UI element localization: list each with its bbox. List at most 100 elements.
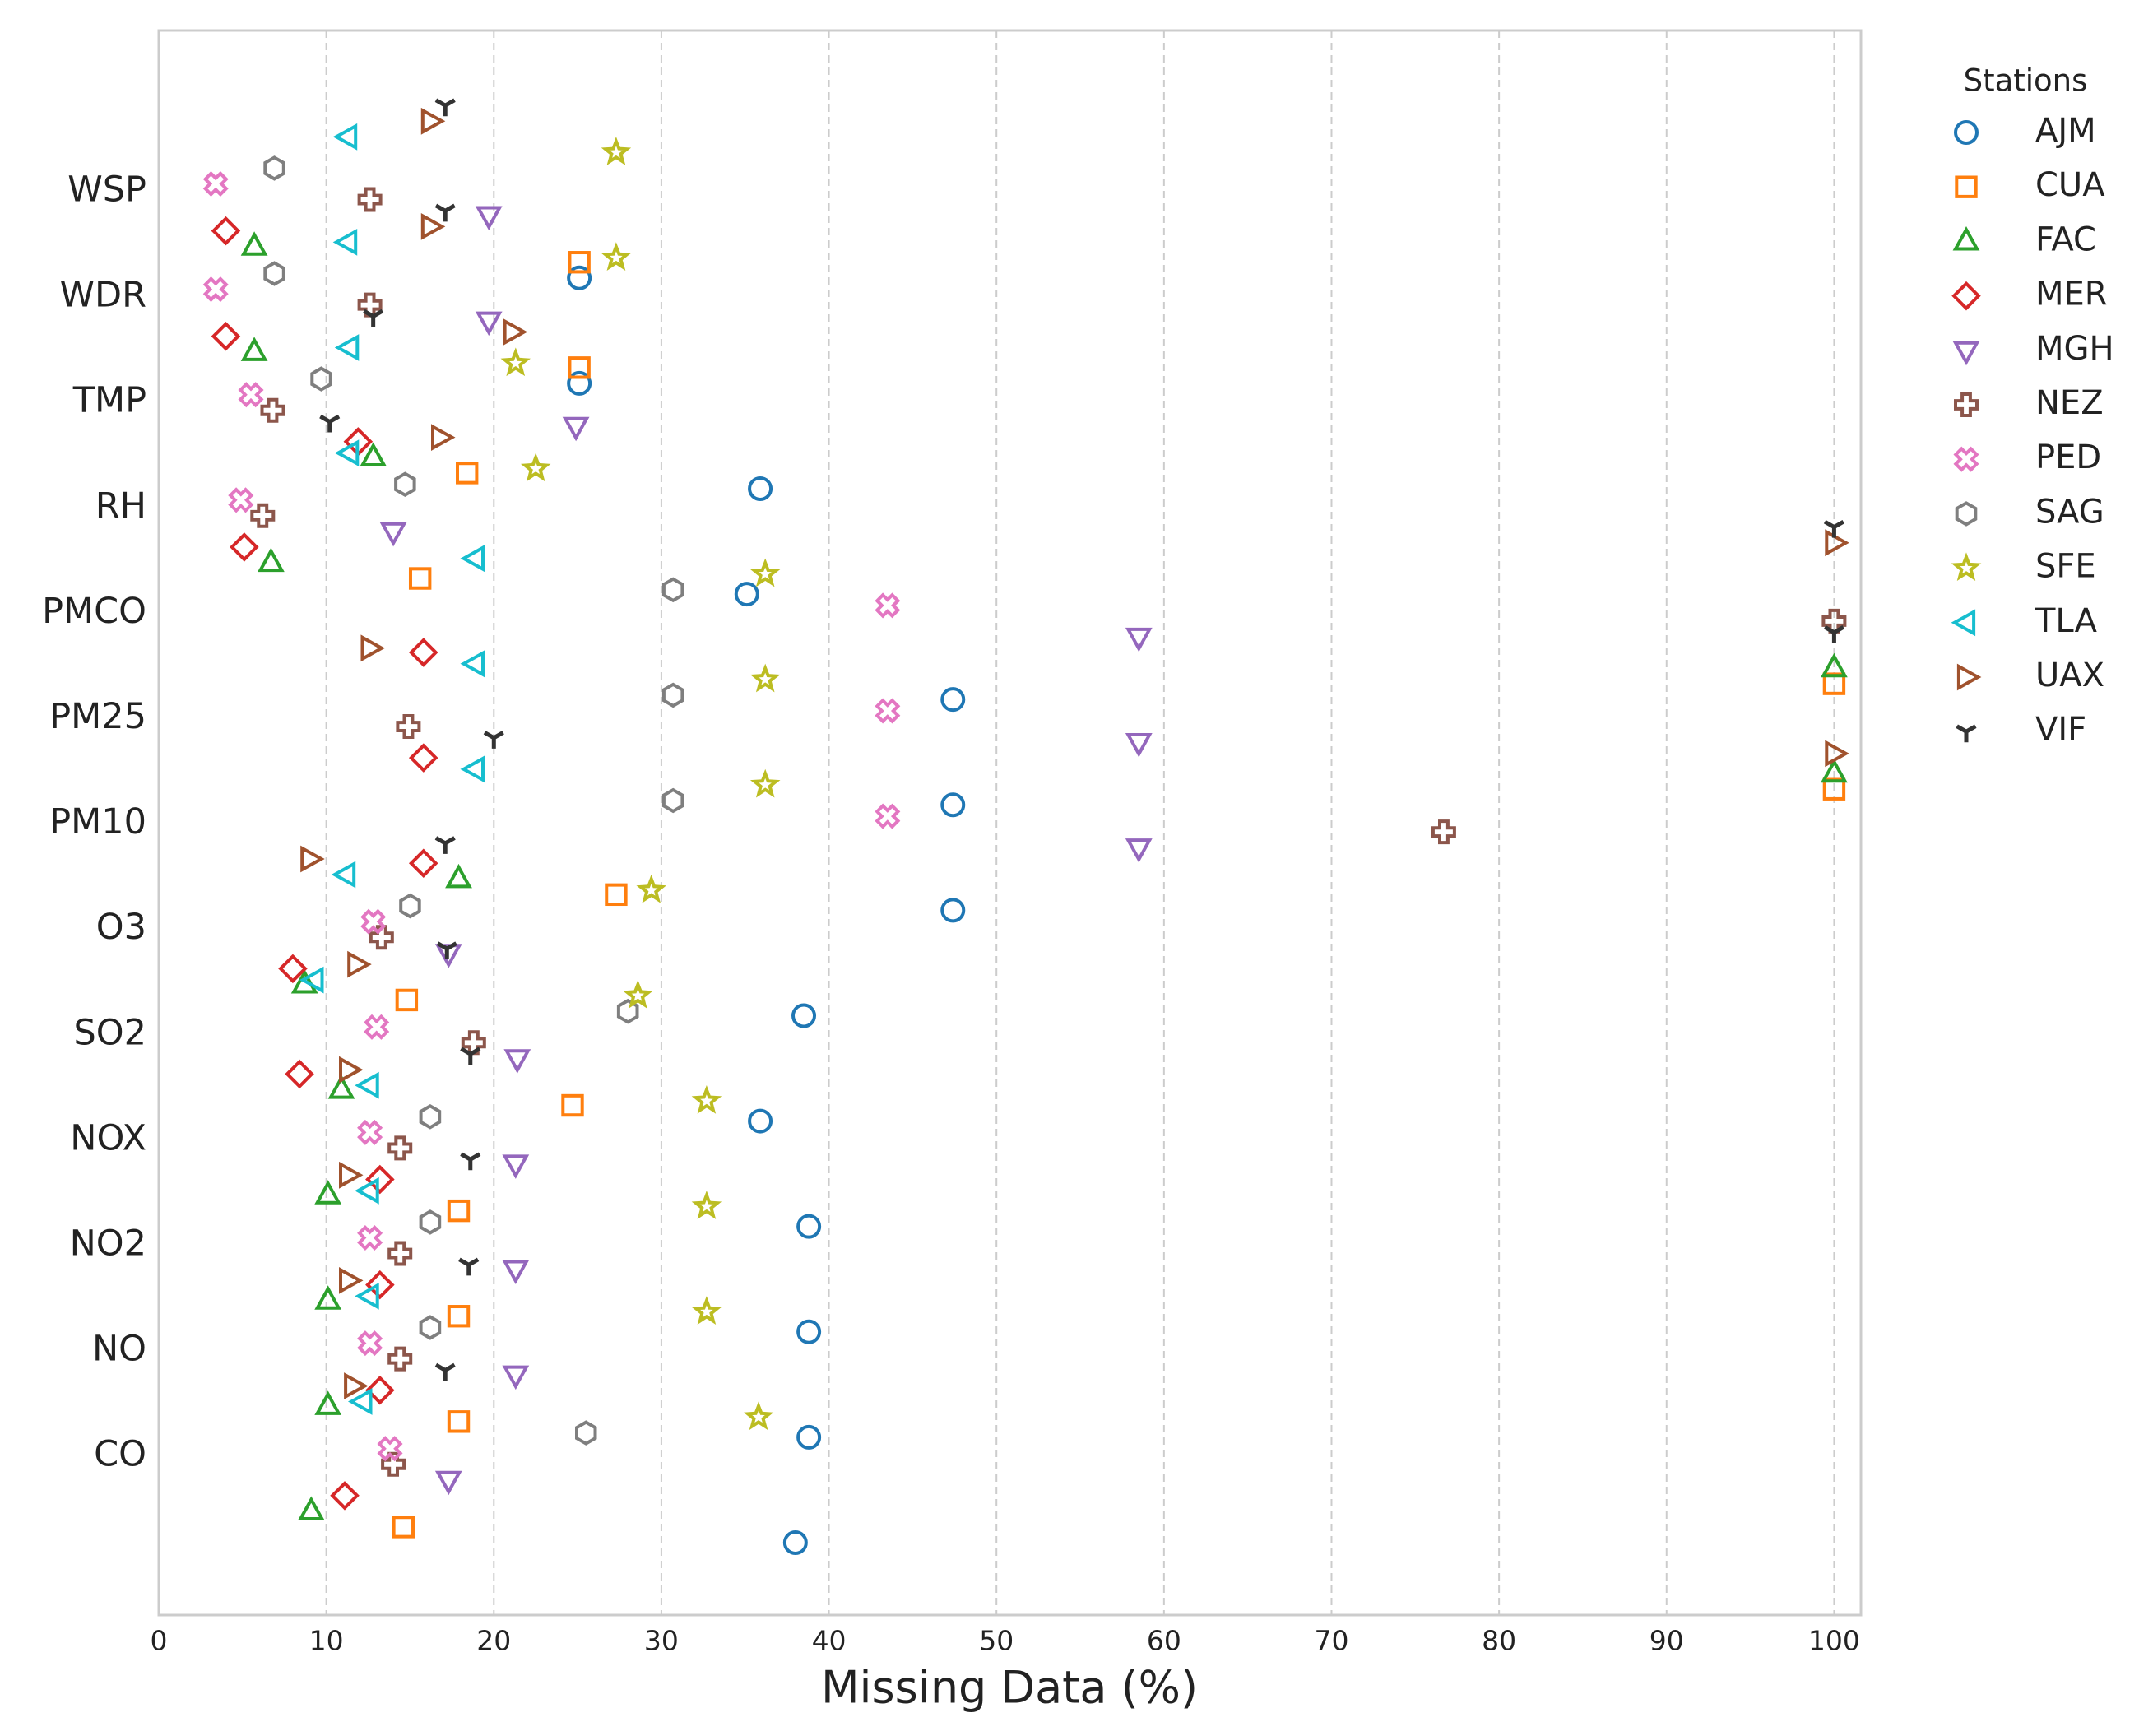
marker: [661, 577, 684, 603]
marker: [502, 1154, 530, 1179]
marker: [748, 476, 773, 501]
marker: [369, 925, 394, 950]
marker: [240, 231, 268, 256]
marker: [796, 1214, 822, 1239]
marker: [447, 1199, 471, 1223]
marker: [387, 1135, 413, 1161]
marker: [1825, 740, 1849, 768]
marker: [355, 1283, 379, 1310]
marker: [503, 318, 528, 346]
marker: [399, 893, 421, 919]
marker: [456, 462, 479, 485]
marker: [460, 650, 485, 678]
marker: [202, 170, 229, 197]
marker: [278, 954, 308, 984]
marker: [331, 861, 356, 889]
marker: [230, 532, 259, 562]
marker: [258, 547, 285, 573]
marker: [419, 1209, 442, 1235]
x-tick-label: 60: [1147, 1625, 1181, 1657]
marker: [561, 1093, 584, 1117]
marker: [749, 663, 781, 693]
legend-label: SAG: [2035, 493, 2104, 531]
marker: [661, 682, 684, 708]
marker: [1125, 733, 1153, 758]
x-tick-label: 50: [979, 1625, 1014, 1657]
marker: [334, 439, 360, 466]
legend-label: FAC: [2035, 220, 2096, 258]
marker: [1125, 838, 1153, 863]
x-tick-label: 30: [644, 1625, 679, 1657]
marker: [202, 276, 229, 303]
legend-marker: [1956, 724, 1977, 743]
marker: [1823, 625, 1844, 643]
marker: [502, 1260, 530, 1285]
marker: [420, 213, 446, 240]
marker: [796, 1319, 822, 1344]
marker: [434, 203, 456, 222]
marker: [568, 356, 591, 379]
legend-label: MGH: [2035, 330, 2114, 368]
x-axis-label: Missing Data (%): [821, 1662, 1198, 1714]
marker: [360, 442, 387, 466]
marker: [357, 187, 383, 212]
marker: [431, 424, 456, 451]
marker: [567, 370, 592, 396]
x-tick-label: 80: [1482, 1625, 1516, 1657]
marker: [460, 1152, 481, 1171]
marker: [365, 1164, 395, 1195]
marker: [297, 1496, 325, 1520]
marker: [339, 1161, 364, 1189]
marker: [475, 206, 503, 231]
marker: [502, 1365, 530, 1390]
marker: [1431, 819, 1456, 845]
marker: [461, 1030, 486, 1056]
marker: [475, 311, 503, 337]
marker: [330, 1481, 360, 1511]
marker: [379, 522, 407, 547]
marker: [420, 107, 446, 135]
marker: [748, 1108, 773, 1134]
marker: [601, 242, 632, 272]
marker: [691, 1296, 722, 1325]
marker: [575, 1420, 597, 1446]
marker: [743, 1401, 774, 1431]
marker: [419, 1103, 442, 1130]
legend-label: NEZ: [2035, 384, 2104, 422]
marker: [347, 1388, 373, 1415]
marker: [347, 950, 372, 978]
marker: [408, 638, 438, 667]
y-tick-label: NO2: [70, 1223, 146, 1265]
y-tick-label: WDR: [59, 275, 146, 316]
marker: [567, 265, 592, 290]
y-tick-label: WSP: [67, 169, 146, 211]
legend-label: UAX: [2035, 657, 2104, 694]
marker: [211, 321, 241, 351]
legend-marker: [1955, 501, 1978, 527]
marker: [791, 1003, 817, 1028]
y-tick-label: CO: [94, 1434, 146, 1475]
marker: [310, 366, 332, 392]
marker: [365, 1375, 395, 1405]
legend-marker: [1956, 663, 1982, 691]
marker: [357, 1224, 383, 1251]
marker: [396, 714, 421, 739]
marker: [314, 1180, 342, 1205]
legend-marker: [1951, 281, 1981, 311]
marker: [782, 1529, 808, 1555]
marker: [299, 966, 324, 994]
marker: [260, 397, 285, 423]
legend-title: Stations: [1964, 63, 2088, 99]
legend-marker: [1954, 120, 1979, 145]
marker: [211, 216, 241, 246]
marker: [434, 1362, 456, 1381]
marker: [408, 848, 438, 879]
marker: [749, 768, 781, 798]
marker: [300, 845, 325, 873]
marker: [691, 1084, 722, 1114]
marker: [940, 687, 966, 713]
marker: [434, 836, 456, 854]
marker: [460, 545, 485, 573]
marker: [875, 803, 901, 829]
marker: [387, 1241, 413, 1266]
